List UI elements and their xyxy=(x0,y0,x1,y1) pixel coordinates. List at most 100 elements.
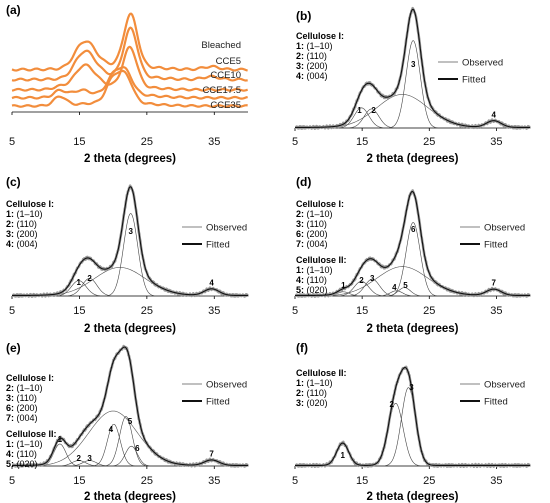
x-tick-label: 5 xyxy=(292,136,298,148)
x-tick-label: 25 xyxy=(141,475,153,487)
peak-label: 3 xyxy=(128,227,133,236)
phase-annotation: Cellulose I:2: (1–10)3: (110)6: (200)7: … xyxy=(296,199,347,295)
phase-line: 4: (110) xyxy=(296,275,327,285)
phase-line: 3: (200) xyxy=(296,61,328,71)
peak-component-curve xyxy=(51,460,106,467)
peak-label: 3 xyxy=(87,454,92,463)
phase-line: 2: (1–10) xyxy=(6,383,43,393)
peak-label: 4 xyxy=(392,283,397,292)
phase-header: Cellulose II: xyxy=(6,429,57,439)
x-tick-label: 35 xyxy=(208,136,220,148)
x-tick-label: 15 xyxy=(356,305,368,317)
legend: Observed Fitted xyxy=(438,58,503,86)
fitted-curve xyxy=(12,346,248,466)
x-tick-label: 5 xyxy=(292,305,298,317)
series-label: CCE10 xyxy=(210,70,241,81)
plot-area-d: 12 34 567 xyxy=(294,189,531,298)
series-label: CCE5 xyxy=(216,56,241,67)
phase-line: 1: (1–10) xyxy=(296,41,333,51)
amorphous-component-curve xyxy=(301,266,530,297)
panel-label: (d) xyxy=(296,175,311,189)
peak-label: 4 xyxy=(492,110,497,119)
phase-annotation: Cellulose I:2: (1–10)3: (110)6: (200)7: … xyxy=(6,373,57,469)
phase-header: Cellulose I: xyxy=(296,199,344,209)
phase-line: 2: (1–10) xyxy=(296,209,333,219)
series-label: Bleached xyxy=(201,40,241,51)
peak-label: 1 xyxy=(58,435,63,444)
phase-annotation: Cellulose I:1: (1–10)2: (110)3: (200)4: … xyxy=(6,199,54,249)
x-tick-label: 5 xyxy=(9,475,15,487)
peak-component-curve xyxy=(88,423,140,467)
x-axis-title: 2 theta (degrees) xyxy=(84,491,176,503)
x-tick-label: 25 xyxy=(141,305,153,317)
legend-observed-label: Observed xyxy=(484,223,525,234)
peak-component-curve xyxy=(100,416,152,467)
phase-line: 7: (004) xyxy=(296,239,328,249)
legend-observed-label: Observed xyxy=(206,223,247,234)
panel-label: (f) xyxy=(296,341,308,355)
panel-label: (b) xyxy=(296,9,311,23)
peak-label: 1 xyxy=(340,451,345,460)
peak-label: 2 xyxy=(77,454,82,463)
x-tick-label: 35 xyxy=(208,475,220,487)
phase-line: 6: (200) xyxy=(296,229,328,239)
series-line-cce5 xyxy=(11,26,248,82)
peak-component-curve xyxy=(384,222,442,297)
plot-area-a: Bleached CCE5 CCE10 CCE17.5 CCE35 xyxy=(11,12,249,111)
fitted-curve xyxy=(295,366,530,466)
phase-line: 2: (110) xyxy=(296,388,327,398)
fitted-curve xyxy=(295,190,530,297)
series-line-bleached xyxy=(11,12,248,72)
legend-observed-label: Observed xyxy=(462,58,503,69)
x-tick-label: 35 xyxy=(490,305,502,317)
x-tick-label: 15 xyxy=(356,136,368,148)
peak-label: 6 xyxy=(135,444,140,453)
phase-line: 4: (110) xyxy=(6,449,37,459)
x-tick-label: 15 xyxy=(356,475,368,487)
plot-area-b: 1 2 3 4 xyxy=(294,6,531,130)
series-line-cce35 xyxy=(11,69,248,108)
phase-line: 3: (020) xyxy=(296,398,328,408)
peak-component-curve xyxy=(107,445,156,467)
peak-label: 2 xyxy=(371,106,376,115)
peak-label: 2 xyxy=(359,276,364,285)
phase-line: 5: (020) xyxy=(6,459,38,469)
phase-line: 1: (1–10) xyxy=(296,378,333,388)
x-tick-label: 35 xyxy=(490,475,502,487)
amorphous-component-curve xyxy=(18,410,248,467)
series-label: CCE35 xyxy=(210,100,241,111)
peak-component-curve xyxy=(384,40,442,129)
x-axis-title: 2 theta (degrees) xyxy=(366,153,458,165)
phase-line: 4: (004) xyxy=(6,239,38,249)
x-tick-label: 35 xyxy=(208,305,220,317)
phase-header: Cellulose II: xyxy=(296,368,347,378)
x-tick-label: 25 xyxy=(423,136,435,148)
phase-line: 5: (020) xyxy=(296,285,328,295)
x-tick-label: 5 xyxy=(292,475,298,487)
phase-line: 1: (1–10) xyxy=(296,265,333,275)
phase-line: 1: (1–10) xyxy=(6,209,43,219)
peak-label: 1 xyxy=(357,106,362,115)
x-tick-label: 15 xyxy=(73,305,85,317)
series-line-cce10 xyxy=(11,45,249,92)
x-tick-label: 25 xyxy=(423,305,435,317)
peak-label: 5 xyxy=(128,417,133,426)
series-line-cce17-5 xyxy=(11,66,248,100)
panel-label: (e) xyxy=(6,341,21,355)
panel-label: (a) xyxy=(6,3,21,17)
x-tick-label: 25 xyxy=(423,475,435,487)
x-tick-label: 35 xyxy=(490,136,502,148)
legend: Observed Fitted xyxy=(460,223,525,251)
legend-fitted-label: Fitted xyxy=(206,240,230,251)
peak-label: 4 xyxy=(209,278,214,287)
x-axis-title: 2 theta (degrees) xyxy=(366,491,458,503)
phase-line: 3: (200) xyxy=(6,229,38,239)
phase-header: Cellulose I: xyxy=(6,199,54,209)
peak-label: 2 xyxy=(389,400,394,409)
fitted-curve xyxy=(12,186,248,296)
legend-fitted-label: Fitted xyxy=(484,397,508,408)
legend: Observed Fitted xyxy=(182,223,247,251)
peak-label: 3 xyxy=(370,274,375,283)
legend: Observed Fitted xyxy=(182,380,247,408)
